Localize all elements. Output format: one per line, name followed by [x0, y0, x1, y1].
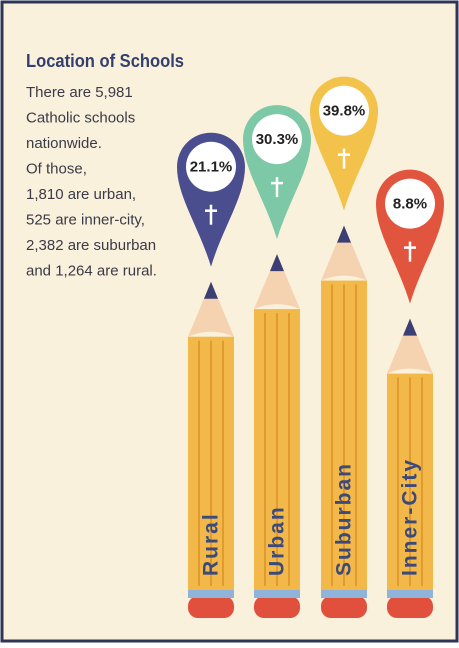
category-label: Urban: [266, 505, 289, 576]
value-label: 39.8%: [323, 103, 366, 120]
category-label: Suburban: [333, 462, 356, 576]
body-text: 2,382 are suburban: [26, 237, 156, 254]
body-text: 1,810 are urban,: [26, 186, 136, 203]
eraser: [254, 596, 300, 618]
infographic: Location of Schools There are 5,981 Catho…: [0, 0, 459, 643]
category-label: Rural: [200, 512, 223, 576]
ferrule: [321, 590, 367, 598]
ferrule: [254, 590, 300, 598]
ferrule: [188, 590, 234, 598]
body-text: nationwide.: [26, 135, 102, 152]
body-text: and 1,264 are rural.: [26, 262, 157, 279]
value-label: 30.3%: [256, 131, 299, 148]
body-text: Of those,: [26, 160, 87, 177]
category-label: Inner-City: [399, 458, 422, 576]
eraser: [188, 596, 234, 618]
eraser: [387, 596, 433, 618]
body-text: 525 are inner-city,: [26, 211, 145, 228]
body-text: Catholic schools: [26, 109, 135, 126]
value-label: 8.8%: [393, 196, 427, 213]
ferrule: [387, 590, 433, 598]
body-text: There are 5,981: [26, 84, 133, 101]
eraser: [321, 596, 367, 618]
title: Location of Schools: [26, 51, 184, 71]
value-label: 21.1%: [190, 159, 233, 176]
